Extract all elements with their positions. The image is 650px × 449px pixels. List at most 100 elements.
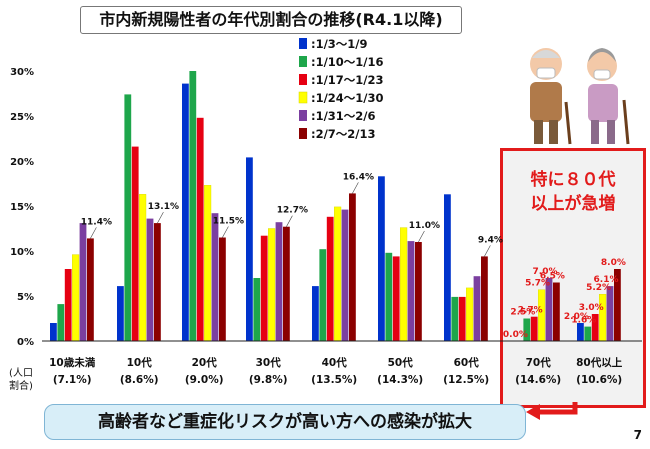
x-category-label: 10代 bbox=[127, 356, 153, 369]
annotation-leader-line bbox=[222, 226, 229, 238]
legend-label: :1/3〜1/9 bbox=[311, 37, 368, 51]
x-category-label: 10歳未満 bbox=[49, 356, 96, 369]
annotation-label: 11.5% bbox=[213, 217, 244, 227]
x-category-label: 80代以上 bbox=[576, 356, 623, 369]
page-number: 7 bbox=[633, 428, 642, 442]
bar bbox=[451, 296, 459, 341]
bar bbox=[146, 218, 154, 341]
bar bbox=[415, 242, 422, 341]
red-value-label: 6.5% bbox=[540, 272, 565, 282]
bar bbox=[584, 326, 592, 341]
bar bbox=[458, 296, 466, 341]
bar bbox=[400, 227, 408, 342]
bar bbox=[64, 269, 72, 341]
bar bbox=[203, 185, 212, 342]
red-value-label: 3.0% bbox=[579, 303, 604, 313]
bar bbox=[196, 117, 204, 341]
x-category-share: (13.5%) bbox=[311, 374, 357, 386]
annotation-label: 9.4% bbox=[478, 235, 503, 245]
annotation-leader-line bbox=[352, 182, 359, 194]
y-unit-line-1: (人口 bbox=[9, 368, 33, 379]
bar bbox=[553, 282, 560, 341]
y-tick-label: 10% bbox=[10, 247, 34, 258]
bar bbox=[523, 318, 531, 341]
bar bbox=[57, 304, 65, 341]
elderly-woman-figure bbox=[587, 48, 630, 145]
red-value-label: 2.0% bbox=[564, 312, 589, 322]
bar bbox=[211, 213, 219, 341]
x-category-label: 50代 bbox=[388, 356, 414, 369]
bar bbox=[319, 249, 327, 341]
legend-label: :1/31〜2/6 bbox=[311, 109, 376, 123]
x-category-share: (10.6%) bbox=[576, 374, 622, 386]
x-category-share: (7.1%) bbox=[53, 374, 92, 386]
annotation-label: 11.0% bbox=[409, 221, 440, 231]
red-value-label: 1.6% bbox=[571, 316, 596, 326]
bar bbox=[253, 278, 261, 341]
y-tick-label: 15% bbox=[10, 202, 34, 213]
bar bbox=[466, 287, 474, 342]
bar bbox=[392, 256, 400, 341]
y-tick-label: 5% bbox=[17, 292, 34, 303]
legend-label: :1/24〜1/30 bbox=[311, 91, 384, 105]
y-tick-label: 30% bbox=[10, 67, 34, 78]
bar bbox=[385, 252, 393, 341]
legend-swatch bbox=[299, 74, 307, 85]
bar bbox=[577, 323, 584, 341]
y-unit-line-2: 割合) bbox=[9, 381, 33, 392]
red-value-label: 5.2% bbox=[586, 283, 611, 293]
red-value-label: 0.0% bbox=[503, 330, 528, 340]
bar bbox=[606, 286, 614, 341]
x-category-label: 60代 bbox=[454, 356, 480, 369]
bar bbox=[614, 269, 621, 341]
x-category-label: 20代 bbox=[192, 356, 218, 369]
red-value-label: 6.1% bbox=[594, 275, 619, 285]
bar bbox=[71, 254, 80, 342]
y-tick-label: 25% bbox=[10, 112, 34, 123]
annotation-label: 11.4% bbox=[81, 217, 112, 227]
alert-line-1: 特に８０代 bbox=[530, 170, 616, 190]
bar bbox=[246, 157, 253, 341]
red-value-label: 2.5% bbox=[510, 308, 535, 318]
summary-callout: 高齢者など重症化リスクが高い方への感染が拡大 bbox=[44, 404, 526, 440]
x-category-label: 70代 bbox=[526, 356, 552, 369]
red-value-label: 8.0% bbox=[601, 258, 626, 268]
bar bbox=[79, 223, 87, 341]
x-category-share: (14.3%) bbox=[377, 374, 423, 386]
legend-label: :2/7〜2/13 bbox=[311, 127, 376, 141]
x-category-label: 40代 bbox=[322, 356, 348, 369]
annotation-leader-line bbox=[157, 211, 164, 224]
y-tick-label: 20% bbox=[10, 157, 34, 168]
bar bbox=[530, 316, 538, 341]
bar bbox=[545, 278, 553, 341]
bar bbox=[260, 235, 268, 341]
bar bbox=[349, 193, 356, 341]
y-axis-unit-label: (人口 割合) bbox=[2, 367, 40, 393]
legend-swatch bbox=[299, 110, 307, 121]
chart-title: 市内新規陽性者の年代別割合の推移(R4.1以降) bbox=[80, 6, 462, 34]
bar bbox=[219, 237, 226, 341]
bar bbox=[154, 223, 161, 341]
bar bbox=[182, 83, 189, 341]
annotation-leader-line bbox=[286, 215, 293, 227]
alert-line-2: 以上が急増 bbox=[530, 194, 616, 214]
y-tick-label: 0% bbox=[17, 337, 34, 348]
annotation-label: 13.1% bbox=[148, 202, 179, 212]
callout-arrow-line bbox=[538, 402, 578, 415]
bar bbox=[378, 176, 385, 341]
bar bbox=[50, 323, 57, 341]
x-category-share: (14.6%) bbox=[515, 374, 561, 386]
bar bbox=[117, 286, 124, 341]
bar bbox=[407, 241, 415, 341]
annotation-leader-line bbox=[484, 245, 491, 257]
red-value-label: 5.7% bbox=[525, 279, 550, 289]
legend-swatch bbox=[299, 128, 307, 139]
bar bbox=[599, 294, 607, 342]
highlight-box-elderly: 特に８０代 以上が急増 bbox=[500, 148, 646, 408]
legend-swatch bbox=[299, 38, 307, 49]
annotation-label: 16.4% bbox=[343, 172, 374, 182]
bar bbox=[131, 146, 139, 341]
legend-swatch bbox=[299, 56, 307, 67]
x-category-share: (12.5%) bbox=[443, 374, 489, 386]
bar bbox=[87, 238, 94, 341]
